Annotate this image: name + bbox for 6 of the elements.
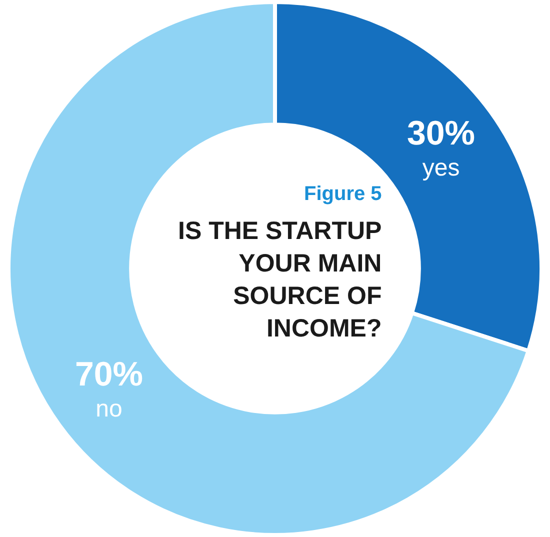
data-label: 30% — [406, 114, 476, 152]
text: IS THE STARTUP YOUR MAIN SOURCE OF INCOME? — [178, 217, 382, 342]
slice-label: yes — [422, 154, 460, 182]
text: Figure 5 — [304, 183, 382, 205]
data-label: 70% — [74, 356, 144, 394]
slice-label: no — [96, 396, 122, 423]
